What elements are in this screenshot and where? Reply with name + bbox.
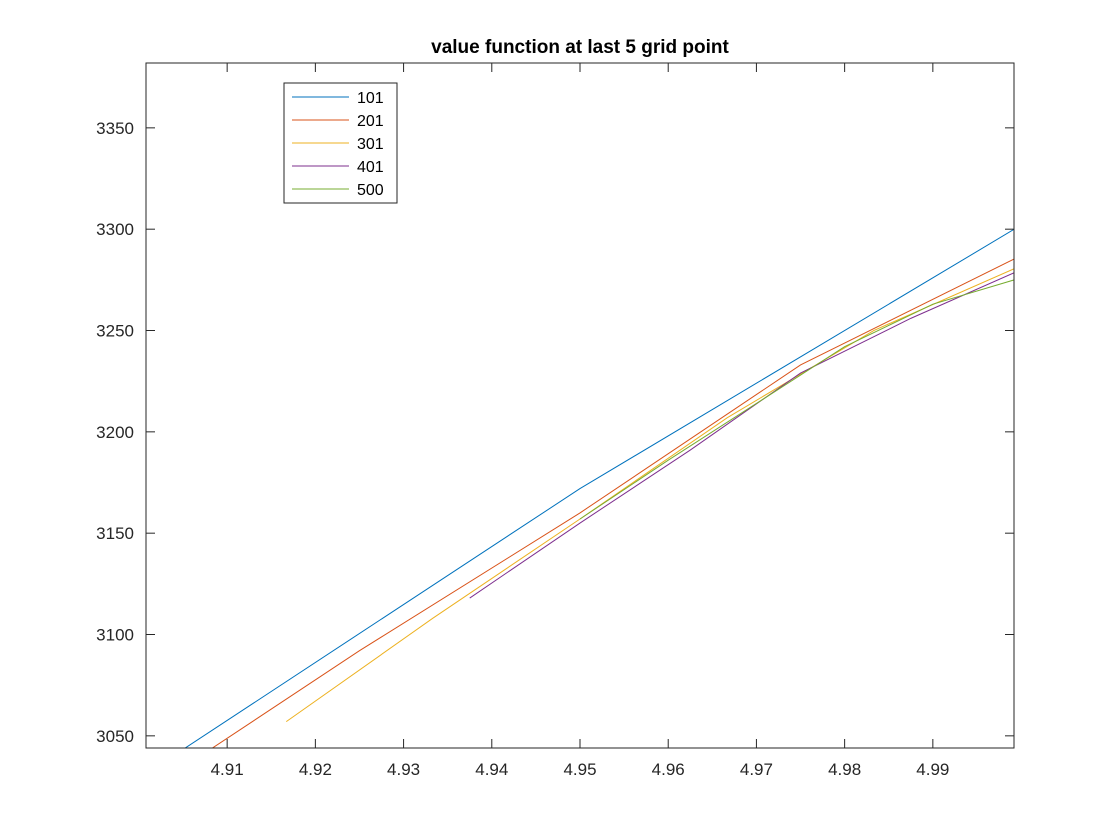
axes-box	[145, 62, 1015, 749]
x-tick-label: 4.91	[211, 760, 244, 779]
x-tick-label: 4.99	[916, 760, 949, 779]
x-tick-label: 4.92	[299, 760, 332, 779]
series-line-101	[184, 228, 1014, 748]
legend-label: 101	[357, 90, 384, 107]
series-layer	[184, 228, 1014, 748]
legend-item-101: 101	[292, 90, 384, 107]
legend-entries: 101 201 301 401 500	[292, 90, 384, 199]
series-line-301	[285, 268, 1014, 723]
y-tick-label: 3300	[96, 220, 134, 239]
axes-background	[146, 63, 1014, 748]
x-tick-label: 4.97	[740, 760, 773, 779]
y-tick-label: 3050	[96, 727, 134, 746]
legend-label: 201	[357, 113, 384, 130]
legend-item-500: 500	[292, 182, 384, 199]
legend-item-401: 401	[292, 159, 384, 176]
tick-layer: 4.91 4.92 4.93 4.94 4.95 4.96 4.97 4.98 4.99 3050…	[96, 63, 1014, 779]
legend-label: 500	[357, 182, 384, 199]
x-tick-label: 4.98	[828, 760, 861, 779]
x-tick-label: 4.94	[475, 760, 508, 779]
x-tick-label: 4.93	[387, 760, 420, 779]
y-tick-label: 3150	[96, 524, 134, 543]
y-tick-label: 3250	[96, 322, 134, 341]
legend-item-301: 301	[292, 136, 384, 153]
legend: 101 201 301 401 500	[283, 82, 398, 204]
legend-label: 401	[357, 159, 384, 176]
x-tick-label: 4.96	[652, 760, 685, 779]
y-tick-label: 3200	[96, 423, 134, 442]
x-tick-label: 4.95	[563, 760, 596, 779]
legend-item-201: 201	[292, 113, 384, 130]
chart-title: value function at last 5 grid point	[431, 37, 729, 58]
y-tick-label: 3100	[96, 626, 134, 645]
series-line-201	[211, 258, 1014, 748]
legend-label: 301	[357, 136, 384, 153]
y-tick-label: 3350	[96, 119, 134, 138]
series-line-401	[469, 272, 1014, 599]
series-line-500	[579, 279, 1014, 520]
